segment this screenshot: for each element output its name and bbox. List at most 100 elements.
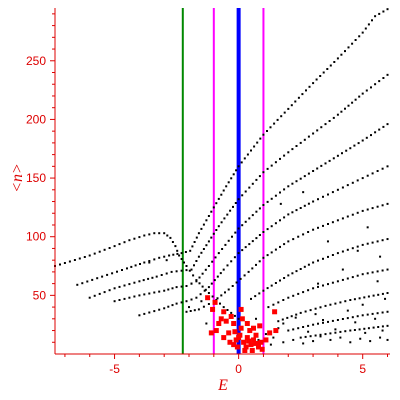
series-1-point-59 xyxy=(287,107,290,110)
series-6-point-12 xyxy=(299,268,302,270)
series-3-point-11 xyxy=(167,288,170,291)
series-5-point-8 xyxy=(220,294,223,297)
series-1-point-31 xyxy=(205,219,208,222)
series-4-point-11 xyxy=(190,298,193,301)
series-5-point-32 xyxy=(322,224,324,227)
series-0-point-15 xyxy=(128,239,131,242)
series-2-point-70 xyxy=(358,95,361,98)
series-2-point-52 xyxy=(287,151,290,154)
series-11-point-43 xyxy=(341,268,344,271)
series-5-point-30 xyxy=(312,228,315,231)
series-1-point-54 xyxy=(269,126,272,129)
series-1-point-34 xyxy=(212,206,215,209)
series-4-point-53 xyxy=(361,177,364,180)
series-3-point-62 xyxy=(365,136,368,139)
series-7-point-6 xyxy=(297,292,300,295)
axes xyxy=(54,8,390,355)
series-7-point-0 xyxy=(267,306,270,309)
series-0-point-11 xyxy=(108,247,111,249)
series-1-point-71 xyxy=(329,64,332,67)
series-5-point-3 xyxy=(197,308,200,311)
series-9-point-18 xyxy=(376,312,379,315)
series-6-point-28 xyxy=(376,240,379,243)
series-1-point-14 xyxy=(143,261,146,264)
series-11-point-2 xyxy=(292,338,295,341)
series-1-point-82 xyxy=(367,23,370,26)
series-8-point-5 xyxy=(299,311,302,314)
series-11-point-32 xyxy=(314,313,317,316)
series-2-point-50 xyxy=(279,157,281,160)
series-12-point-26 xyxy=(212,299,218,305)
series-2-point-74 xyxy=(374,83,377,86)
series-3-point-48 xyxy=(307,172,310,175)
series-0-point-45 xyxy=(233,314,236,317)
series-2-point-66 xyxy=(344,107,346,110)
series-11-point-15 xyxy=(334,328,337,331)
series-3-point-53 xyxy=(328,159,331,162)
series-3-point-51 xyxy=(320,164,323,167)
series-4-point-49 xyxy=(341,186,344,189)
series-11-point-34 xyxy=(384,297,387,300)
series-12-point-33 xyxy=(238,306,244,312)
series-10-point-0 xyxy=(299,336,302,339)
series-5-point-31 xyxy=(317,226,319,229)
series-3-point-64 xyxy=(374,131,377,134)
series-4-point-35 xyxy=(279,219,281,222)
series-10-point-9 xyxy=(344,330,347,333)
series-4-point-1 xyxy=(143,312,146,315)
series-1-point-6 xyxy=(106,273,109,276)
series-1-point-1 xyxy=(81,282,84,285)
series-4-point-43 xyxy=(312,200,315,203)
series-2-point-46 xyxy=(262,171,265,174)
series-12-point-20 xyxy=(221,335,227,341)
series-6-point-24 xyxy=(356,245,359,248)
series-0-point-28 xyxy=(178,254,181,257)
series-4-point-4 xyxy=(158,308,161,311)
series-1-point-28 xyxy=(197,232,200,235)
series-3-point-15 xyxy=(185,285,188,287)
series-3-point-67 xyxy=(386,123,389,126)
series-0-point-24 xyxy=(169,236,172,239)
series-11-point-7 xyxy=(339,336,342,339)
series-2-point-20 xyxy=(185,269,188,272)
series-2-point-57 xyxy=(307,135,310,138)
series-2-point-21 xyxy=(190,268,193,271)
series-8-point-7 xyxy=(309,309,312,312)
series-4-point-32 xyxy=(266,228,269,231)
series-0-point-17 xyxy=(138,236,141,239)
series-8-point-11 xyxy=(329,303,332,306)
series-1-point-33 xyxy=(210,210,213,213)
series-4-point-24 xyxy=(237,252,240,255)
series-2-point-0 xyxy=(88,296,91,299)
series-8-point-9 xyxy=(319,306,322,309)
series-0-point-10 xyxy=(103,248,106,251)
series-3-point-28 xyxy=(231,235,233,238)
series-2-point-61 xyxy=(324,123,327,126)
series-6-point-4 xyxy=(266,287,269,290)
series-11-point-21 xyxy=(374,317,377,320)
series-3-point-63 xyxy=(370,134,372,137)
series-8-point-18 xyxy=(363,296,366,299)
series-4-point-26 xyxy=(244,246,247,249)
series-4-point-58 xyxy=(386,165,389,168)
series-1-point-11 xyxy=(130,265,133,268)
series-4-point-57 xyxy=(381,167,384,170)
series-3-point-25 xyxy=(221,248,224,250)
series-6-point-29 xyxy=(381,239,384,242)
series-12-point-17 xyxy=(234,344,240,350)
series-10-point-10 xyxy=(349,329,352,332)
series-7-point-17 xyxy=(351,276,354,279)
series-5-point-26 xyxy=(292,238,295,241)
series-2-point-34 xyxy=(223,217,226,220)
y-tick-label-1: 100 xyxy=(26,230,46,244)
series-12-point-24 xyxy=(205,295,211,301)
series-4-point-31 xyxy=(262,231,265,233)
series-9-point-11 xyxy=(341,318,344,320)
series-0-point-16 xyxy=(133,237,136,240)
series-7-point-15 xyxy=(341,278,344,281)
series-1-point-72 xyxy=(333,61,336,63)
series-2-point-73 xyxy=(370,86,372,89)
series-10-point-2 xyxy=(309,335,312,338)
series-2-point-6 xyxy=(118,285,121,288)
series-11-point-35 xyxy=(346,309,349,312)
